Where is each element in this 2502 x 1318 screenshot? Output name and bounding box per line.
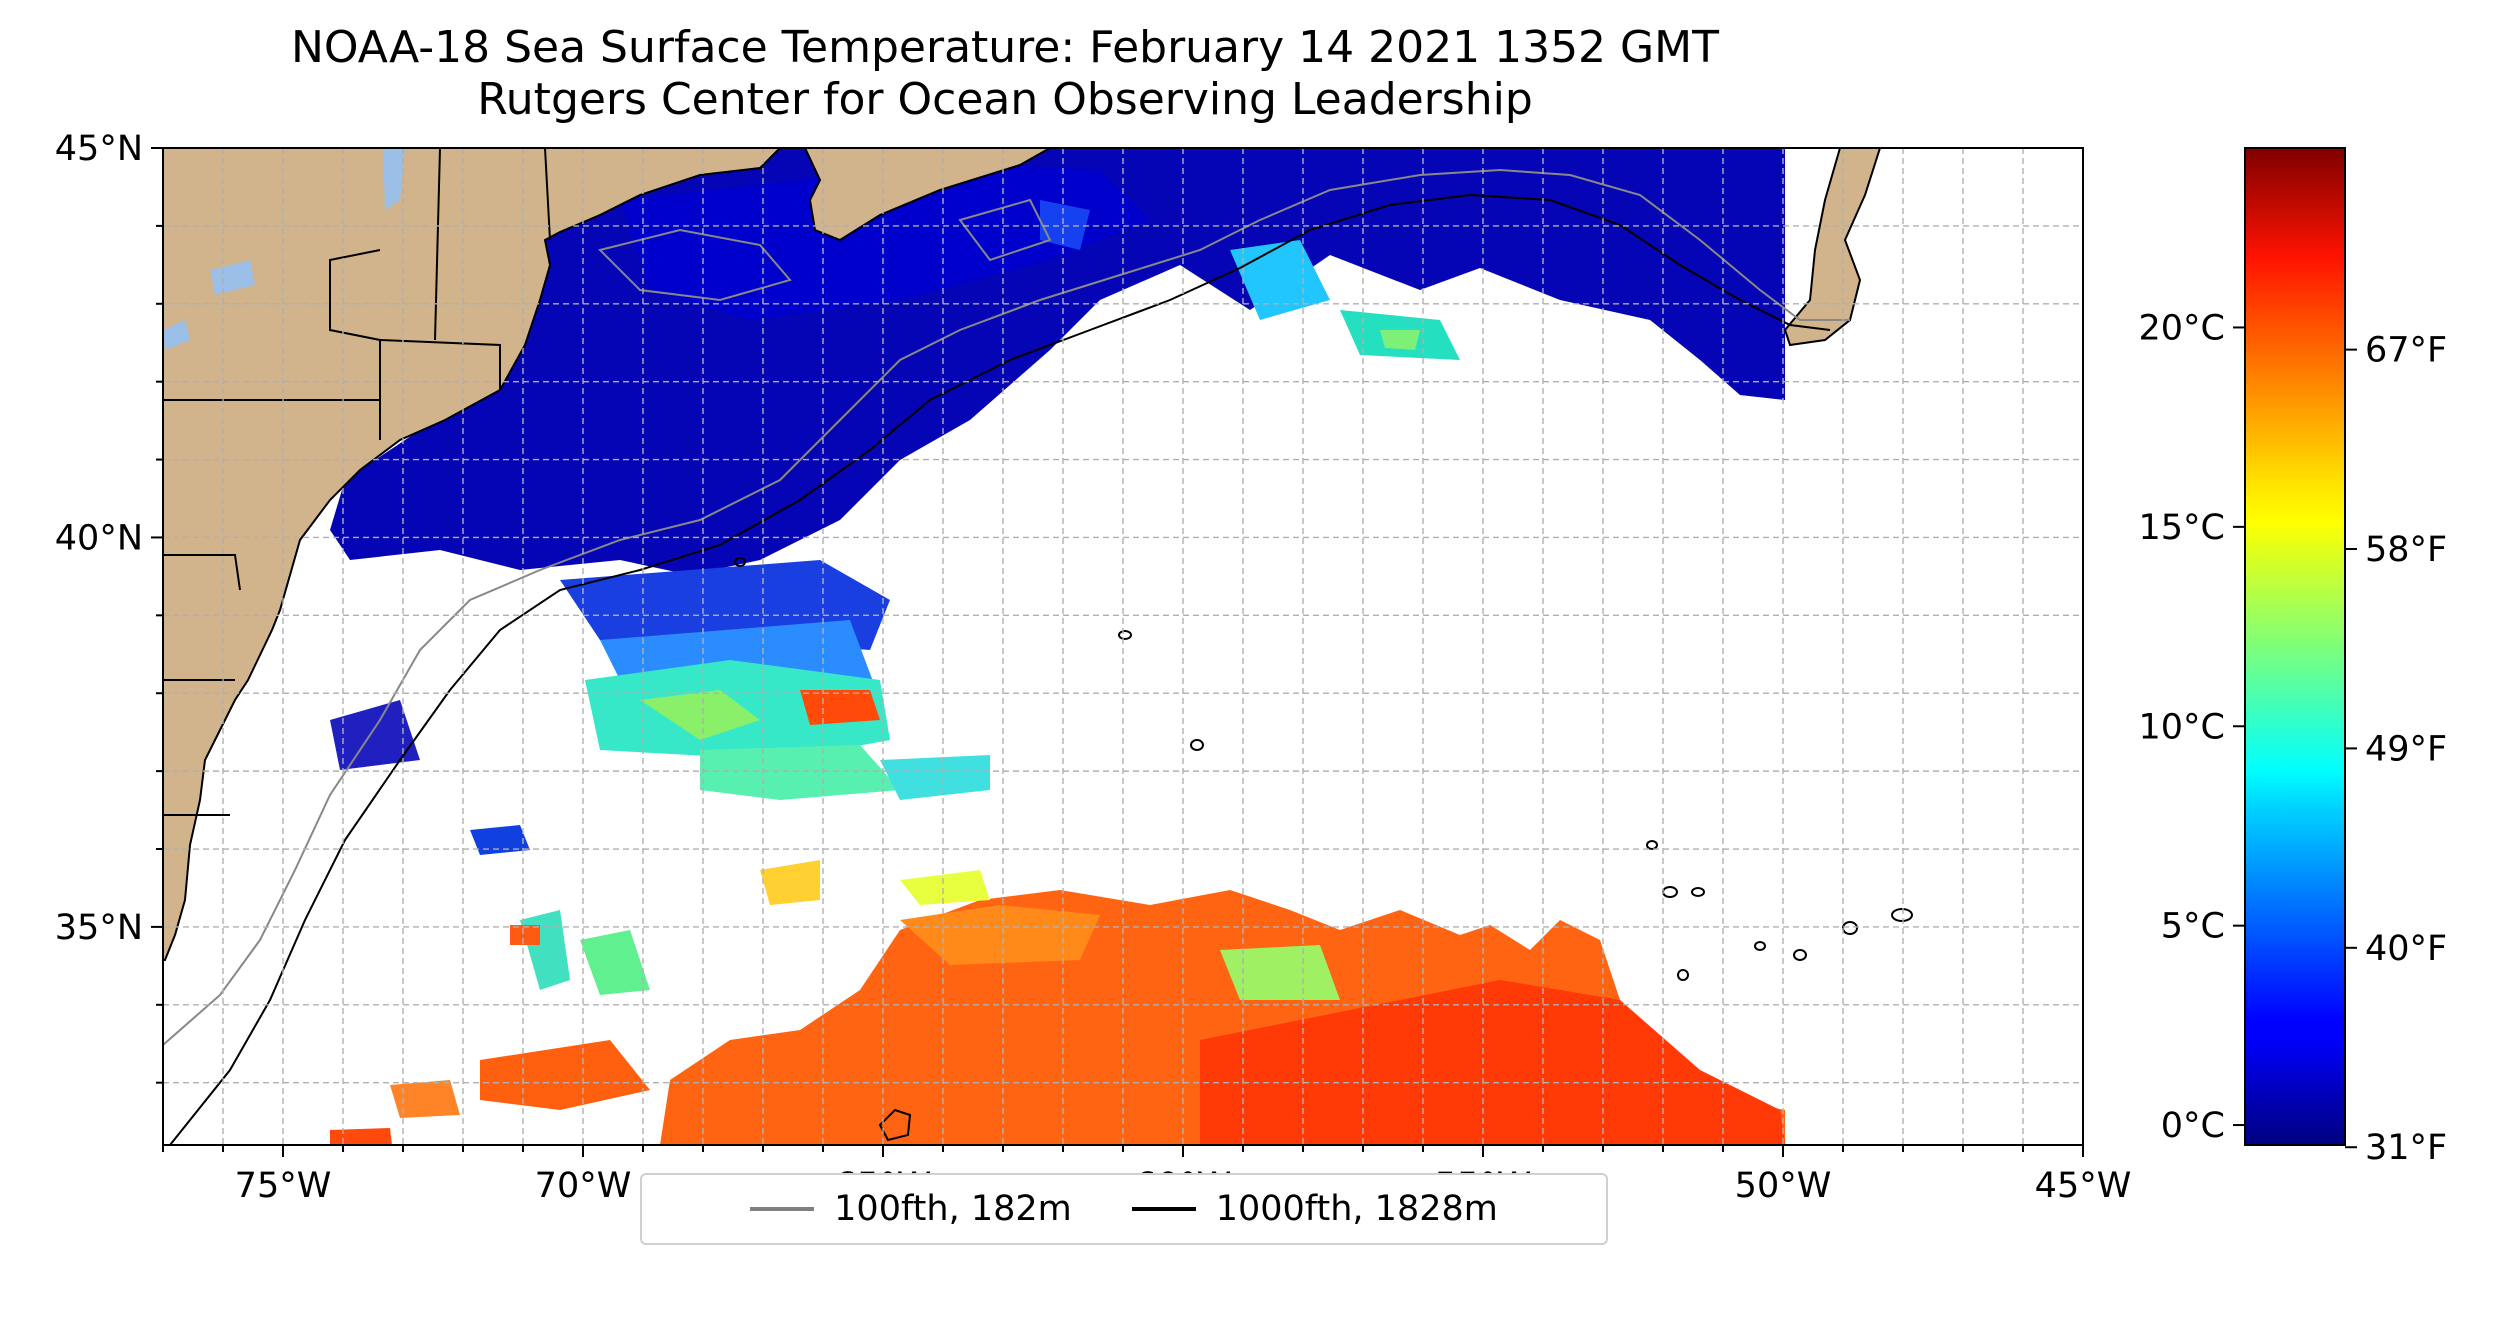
colorbar-gradient (2245, 148, 2345, 1145)
lat-tick-label: 40°N (55, 518, 143, 558)
legend: 100fth, 182m 1000fth, 1828m (640, 1173, 1608, 1245)
lon-tick-label: 50°W (1735, 1166, 1832, 1206)
seamount-contours (734, 557, 1913, 1142)
celsius-tick-label: 0°C (2161, 1106, 2225, 1146)
celsius-tick-label: 10°C (2139, 707, 2225, 747)
title-line-1: NOAA-18 Sea Surface Temperature: Februar… (291, 22, 1719, 73)
map-panel: 45°N40°N35°N 75°W70°W65°W60°W55°W50°W45°… (55, 129, 2132, 1206)
fahrenheit-tick-label: 49°F (2365, 729, 2447, 769)
legend-line-gray (750, 1207, 815, 1211)
fahrenheit-tick-label: 67°F (2365, 331, 2447, 371)
fahrenheit-tick-label: 58°F (2365, 530, 2447, 570)
lon-tick-label: 70°W (535, 1166, 632, 1206)
chart-title: NOAA-18 Sea Surface Temperature: Februar… (160, 22, 1850, 126)
celsius-tick-label: 15°C (2139, 508, 2225, 548)
lat-tick-label: 45°N (55, 129, 143, 169)
colorbar: 20°C 15°C 10°C 5°C 0°C 67°F 58°F 49°F 40°F 31°F (2139, 147, 2447, 1168)
colorbar-celsius-ticks: 20°C 15°C 10°C 5°C 0°C (2139, 308, 2245, 1146)
sst-midatlantic-patches (330, 560, 990, 855)
state-borders (163, 148, 551, 816)
legend-item-100fth: 100fth, 182m (750, 1189, 1072, 1229)
land-mass (163, 148, 1882, 961)
bathymetry-contours (163, 168, 1850, 1145)
fahrenheit-tick-label: 40°F (2365, 929, 2447, 969)
sst-warm-region (330, 860, 1785, 1145)
celsius-tick-label: 5°C (2161, 907, 2225, 947)
fahrenheit-tick-label: 31°F (2365, 1128, 2447, 1168)
colorbar-frame (2244, 147, 2346, 1146)
title-line-2: Rutgers Center for Ocean Observing Leade… (477, 74, 1533, 125)
lon-tick-label: 45°W (2035, 1166, 2132, 1206)
legend-label-1000fth: 1000fth, 1828m (1215, 1189, 1498, 1229)
legend-line-black (1131, 1207, 1196, 1211)
latitude-labels: 45°N 40°N 35°N (55, 129, 143, 948)
lon-tick-label: 75°W (235, 1166, 332, 1206)
graticule (163, 148, 2083, 1145)
axis-ticks (151, 147, 2084, 1157)
legend-label-100fth: 100fth, 182m (834, 1189, 1072, 1229)
colorbar-fahrenheit-ticks: 67°F 58°F 49°F 40°F 31°F (2345, 331, 2447, 1168)
lat-tick-label: 35°N (55, 908, 143, 948)
legend-item-1000fth: 1000fth, 1828m (1131, 1189, 1498, 1229)
celsius-tick-label: 20°C (2139, 308, 2225, 348)
